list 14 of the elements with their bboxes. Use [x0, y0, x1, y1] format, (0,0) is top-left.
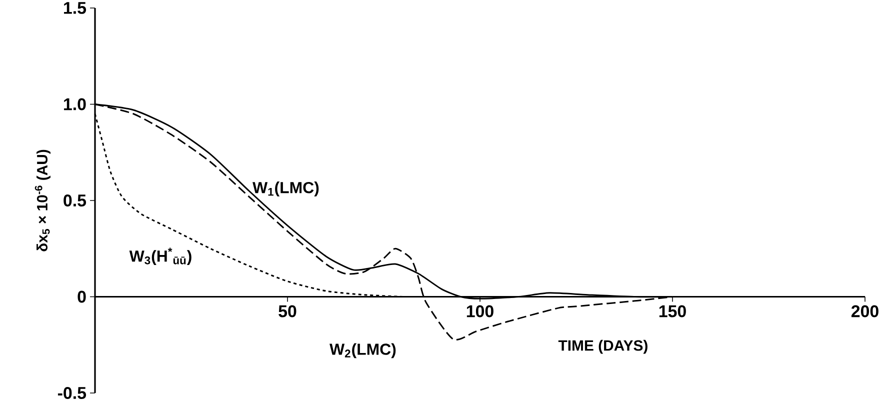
y-tick-label: 1.5 — [64, 2, 86, 14]
y-axis-title: δx$_{5}$ × 10$^{-6}$ (AU) — [34, 150, 50, 252]
y-tick-label: -0.5 — [58, 387, 86, 399]
x-tick-label: 100 — [466, 305, 494, 318]
y-tick-label: 1.0 — [64, 98, 86, 110]
x-tick-label: 200 — [851, 305, 878, 318]
y-tick-label: 0 — [78, 290, 86, 303]
text: W$_{2}$(LMC) — [330, 343, 396, 358]
x-tick-label: 150 — [659, 305, 686, 318]
series-label: W$_{3}$(H$^{*}$$_{ūū}$) — [129, 248, 192, 265]
series-label: W$_{1}$(LMC) — [252, 182, 319, 196]
x-axis-title: TIME (DAYS) — [558, 340, 648, 354]
y-tick-label: 0.5 — [64, 194, 86, 206]
x-tick-label: 50 — [278, 305, 296, 318]
